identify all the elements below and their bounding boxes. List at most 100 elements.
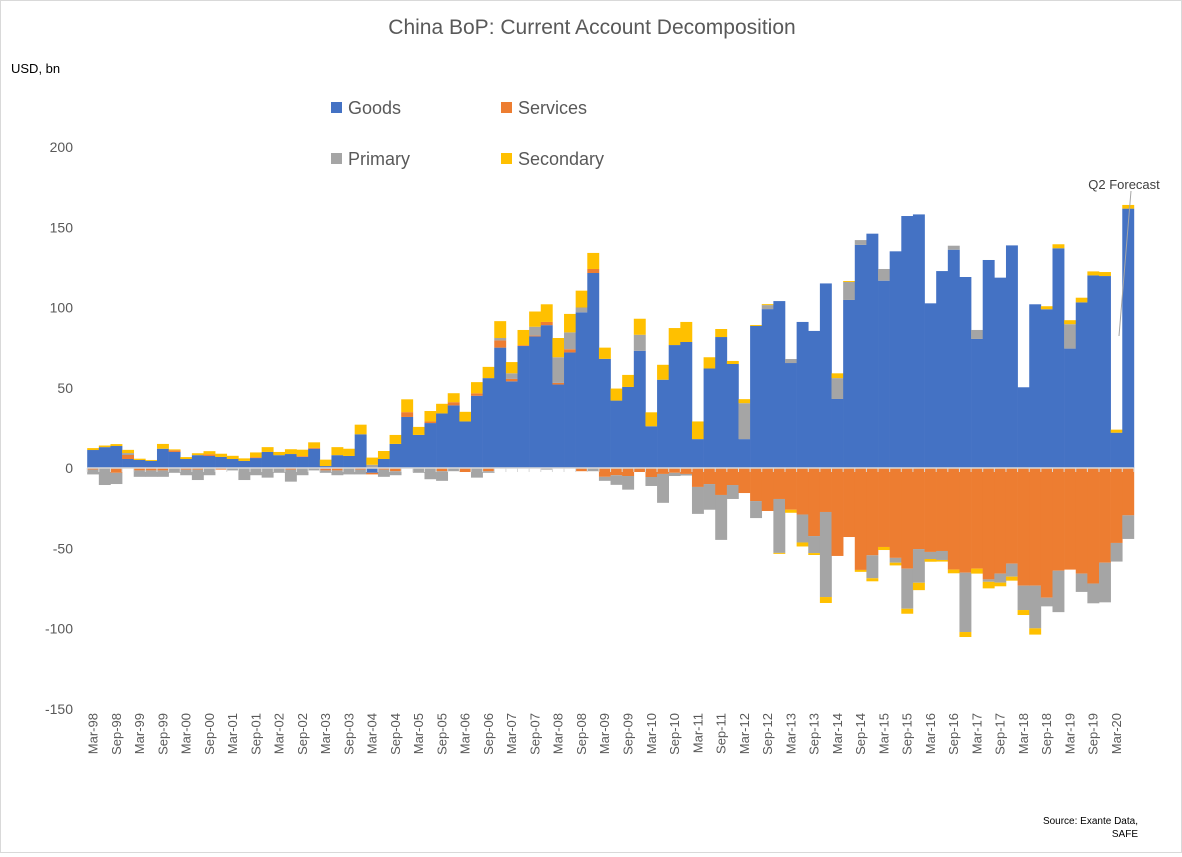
- x-tick-label: Mar-98: [86, 713, 101, 754]
- bar-services: [1075, 468, 1088, 574]
- bar-secondary: [377, 450, 390, 460]
- bar-goods: [959, 277, 972, 468]
- bar-services: [610, 468, 623, 476]
- bar-secondary: [912, 582, 925, 591]
- bar-goods: [1040, 309, 1053, 468]
- bar-primary: [529, 326, 542, 336]
- source-line-2: SAFE: [1112, 829, 1138, 840]
- bar-primary: [924, 551, 937, 559]
- bar-primary: [622, 476, 635, 490]
- bar-goods: [122, 459, 135, 468]
- bar-goods: [505, 381, 518, 468]
- bar-primary: [319, 470, 332, 473]
- bar-goods: [1017, 387, 1030, 468]
- bar-secondary: [703, 357, 716, 369]
- bar-services: [540, 321, 553, 326]
- bar-goods: [354, 434, 367, 468]
- bar-secondary: [575, 290, 588, 308]
- bar-secondary: [726, 360, 739, 364]
- bar-primary: [959, 572, 972, 633]
- bar-goods: [389, 443, 402, 468]
- bar-secondary: [540, 304, 553, 322]
- bar-secondary: [238, 458, 251, 461]
- bar-primary: [1064, 324, 1077, 349]
- bar-secondary: [1064, 320, 1077, 325]
- bar-goods: [250, 458, 262, 468]
- bar-primary: [738, 403, 751, 440]
- bar-services: [191, 468, 204, 470]
- bar-primary: [122, 453, 135, 455]
- x-tick-label: Mar-00: [179, 713, 194, 754]
- y-tick-label: 50: [57, 380, 73, 396]
- bar-goods: [598, 358, 611, 468]
- bar-secondary: [110, 444, 123, 447]
- bar-goods: [1075, 302, 1088, 468]
- bar-secondary: [819, 597, 832, 603]
- bar-goods: [971, 338, 984, 468]
- bar-services: [494, 340, 507, 348]
- bar-services: [715, 468, 728, 495]
- x-axis: [86, 467, 1135, 472]
- bar-secondary: [354, 424, 367, 435]
- bar-goods: [901, 216, 914, 468]
- bar-primary: [1005, 563, 1018, 577]
- bar-secondary: [168, 449, 181, 451]
- bar-services: [133, 468, 146, 471]
- bar-secondary: [1110, 429, 1123, 433]
- x-tick-label: Sep-05: [434, 713, 449, 755]
- bar-goods: [866, 233, 879, 468]
- bar-secondary: [389, 434, 402, 444]
- x-tick-label: Mar-15: [876, 713, 891, 754]
- bar-primary: [552, 357, 565, 383]
- bar-secondary: [831, 373, 844, 379]
- x-tick-label: Mar-06: [458, 713, 473, 754]
- bar-secondary: [98, 445, 111, 448]
- bar-services: [645, 468, 658, 477]
- bar-secondary: [482, 366, 495, 379]
- bar-secondary: [889, 562, 902, 566]
- bar-primary: [250, 468, 262, 476]
- bar-secondary: [156, 443, 169, 449]
- bar-primary: [261, 468, 274, 478]
- bar-goods: [1099, 276, 1111, 468]
- bar-goods: [180, 459, 193, 468]
- bar-services: [668, 468, 681, 473]
- bar-services: [854, 468, 867, 570]
- x-tick-label: Sep-12: [760, 713, 775, 755]
- bar-primary: [1040, 597, 1053, 607]
- bar-goods: [761, 309, 774, 469]
- bar-secondary: [308, 442, 321, 448]
- bar-goods: [994, 277, 1007, 468]
- bar-goods: [331, 455, 344, 468]
- bar-secondary: [459, 411, 472, 422]
- bar-services: [994, 468, 1007, 574]
- bar-services: [1110, 468, 1123, 543]
- bar-primary: [436, 471, 449, 481]
- bar-primary: [715, 494, 728, 540]
- bar-goods: [622, 386, 635, 468]
- legend: Goods Services Primary Secondary: [331, 98, 604, 169]
- bar-services: [505, 378, 518, 382]
- x-tick-label: Sep-99: [155, 713, 170, 755]
- bar-primary: [494, 338, 507, 341]
- annotation-leader-line: [1118, 190, 1132, 337]
- bar-primary: [633, 334, 646, 351]
- bar-primary: [785, 359, 797, 364]
- bar-services: [319, 468, 332, 471]
- bar-services: [459, 468, 472, 473]
- bar-services: [308, 447, 321, 449]
- bar-services: [657, 468, 669, 474]
- bar-services: [168, 450, 181, 452]
- y-tick-label: 150: [50, 219, 74, 235]
- bar-primary: [366, 464, 379, 468]
- bar-goods: [238, 460, 251, 468]
- bar-primary: [273, 468, 286, 473]
- bar-secondary: [1040, 306, 1053, 310]
- bar-primary: [819, 511, 832, 598]
- bar-goods: [564, 352, 576, 468]
- bar-secondary: [622, 374, 635, 387]
- bar-goods: [447, 405, 460, 468]
- bar-primary: [610, 475, 623, 485]
- bar-primary: [87, 469, 100, 475]
